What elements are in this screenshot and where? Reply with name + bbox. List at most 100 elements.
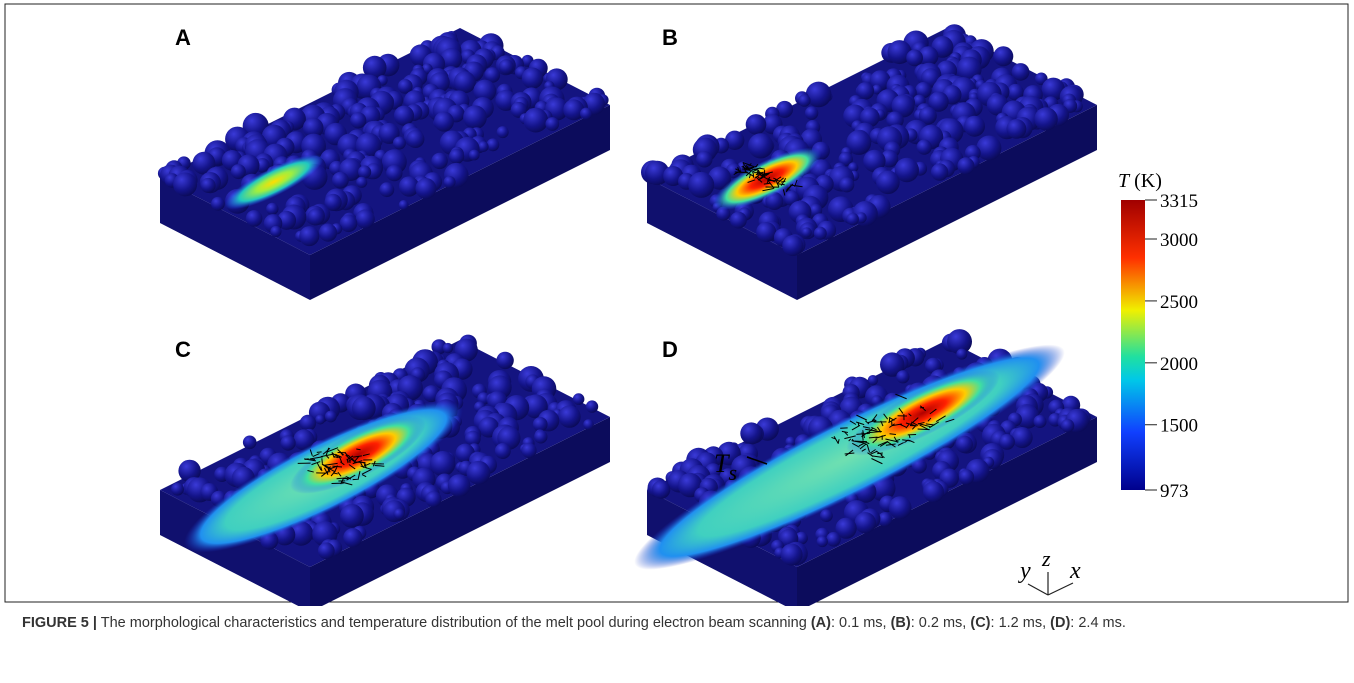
powder-particle (918, 46, 939, 67)
velocity-arrow (911, 425, 917, 430)
powder-particle (1011, 63, 1030, 81)
powder-particle (442, 342, 454, 354)
powder-particle (955, 435, 973, 453)
powder-particle (398, 176, 420, 197)
powder-particle (956, 348, 968, 360)
caption-part: : 2.4 ms. (1070, 615, 1126, 631)
powder-particle (923, 481, 944, 503)
powder-particle (532, 417, 548, 432)
powder-particle (804, 106, 819, 120)
velocity-arrow (897, 442, 904, 446)
isotherm-label: Ts (714, 449, 737, 485)
powder-particle (398, 200, 409, 210)
powder-particle (242, 435, 257, 450)
velocity-arrow (331, 452, 340, 459)
powder-particle (315, 414, 326, 425)
powder-particle (447, 474, 471, 497)
slab-right (797, 105, 1097, 300)
velocity-arrow (320, 453, 335, 458)
powder-particle (798, 94, 811, 107)
powder-particle (886, 111, 904, 129)
figure-border (4, 3, 1349, 603)
velocity-arrow (917, 421, 925, 425)
slab-right (310, 417, 610, 606)
velocity-arrow (883, 413, 889, 420)
velocity-arrow (918, 423, 931, 428)
triad-y-label: y (1018, 558, 1031, 584)
powder-particle (464, 430, 481, 447)
velocity-arrow (786, 183, 794, 191)
colorbar-tick-label: 1500 (1160, 416, 1198, 437)
powder-particle (563, 99, 585, 121)
powder-particle (340, 504, 364, 528)
powder-particle (351, 396, 376, 421)
powder-particle (928, 91, 949, 112)
panel-label: C (175, 337, 191, 362)
powder-particle (430, 451, 456, 477)
powder-particle (521, 67, 544, 89)
velocity-arrow (748, 163, 752, 166)
velocity-arrow (762, 171, 773, 176)
powder-particle (266, 202, 279, 216)
powder-particle (415, 178, 437, 199)
velocity-arrow (927, 417, 932, 422)
velocity-arrow (844, 435, 856, 440)
caption-part: : 0.2 ms, (910, 615, 971, 631)
panel-label: A (175, 25, 191, 50)
powder-particle (572, 393, 585, 405)
powder-particle (795, 531, 808, 545)
powder-particle (1060, 419, 1075, 433)
velocity-arrow (351, 458, 357, 464)
velocity-arrow (868, 430, 882, 434)
velocity-arrow (327, 465, 339, 471)
velocity-arrow (312, 453, 320, 458)
velocity-arrow (855, 421, 865, 426)
powder-particle (378, 122, 400, 144)
velocity-arrow (340, 478, 344, 485)
powder-particle (523, 107, 549, 133)
velocity-arrow (307, 469, 314, 473)
powder-particle (288, 521, 314, 546)
velocity-arrow (872, 438, 878, 444)
velocity-arrow (346, 476, 351, 480)
powder-particle (580, 107, 593, 120)
powder-particle (443, 176, 456, 188)
colorbar-tick-label: 2000 (1160, 354, 1198, 375)
powder-particle (891, 94, 915, 118)
powder-particle (280, 435, 296, 451)
velocity-arrow (865, 420, 870, 425)
panel-label: D (662, 337, 678, 362)
velocity-arrow (774, 178, 780, 187)
velocity-arrow (794, 179, 798, 187)
velocity-arrow (848, 438, 852, 442)
velocity-arrow (745, 168, 754, 177)
velocity-arrow (925, 423, 935, 426)
velocity-arrow (356, 448, 361, 451)
powder-particle (993, 46, 1014, 67)
velocity-arrow (862, 426, 871, 429)
powder-particle (876, 170, 900, 195)
velocity-arrow (745, 165, 750, 170)
powder-particle (468, 149, 480, 161)
velocity-arrow (747, 165, 757, 170)
panels: A B C D Ts (157, 24, 1097, 606)
powder-particle (477, 141, 489, 153)
powder-particle (854, 512, 876, 534)
powder-particle (245, 210, 263, 227)
powder-particle (896, 370, 910, 384)
velocity-arrow (908, 413, 912, 417)
powder-particle (585, 400, 599, 413)
velocity-arrow (316, 462, 322, 471)
isotherm-symbol: T (714, 449, 730, 478)
velocity-arrow (928, 421, 940, 429)
powder-particle (486, 138, 500, 152)
velocity-arrow (777, 177, 784, 184)
powder-particle (299, 414, 317, 432)
powder-particle (324, 410, 337, 423)
powder-particle (947, 329, 972, 355)
velocity-arrow (905, 422, 917, 427)
colorbar-ticks: 3315 3000 2500 2000 1500 973 (1145, 191, 1198, 502)
powder-particle (957, 157, 975, 175)
velocity-arrow (776, 183, 785, 186)
velocity-arrow (777, 176, 782, 180)
